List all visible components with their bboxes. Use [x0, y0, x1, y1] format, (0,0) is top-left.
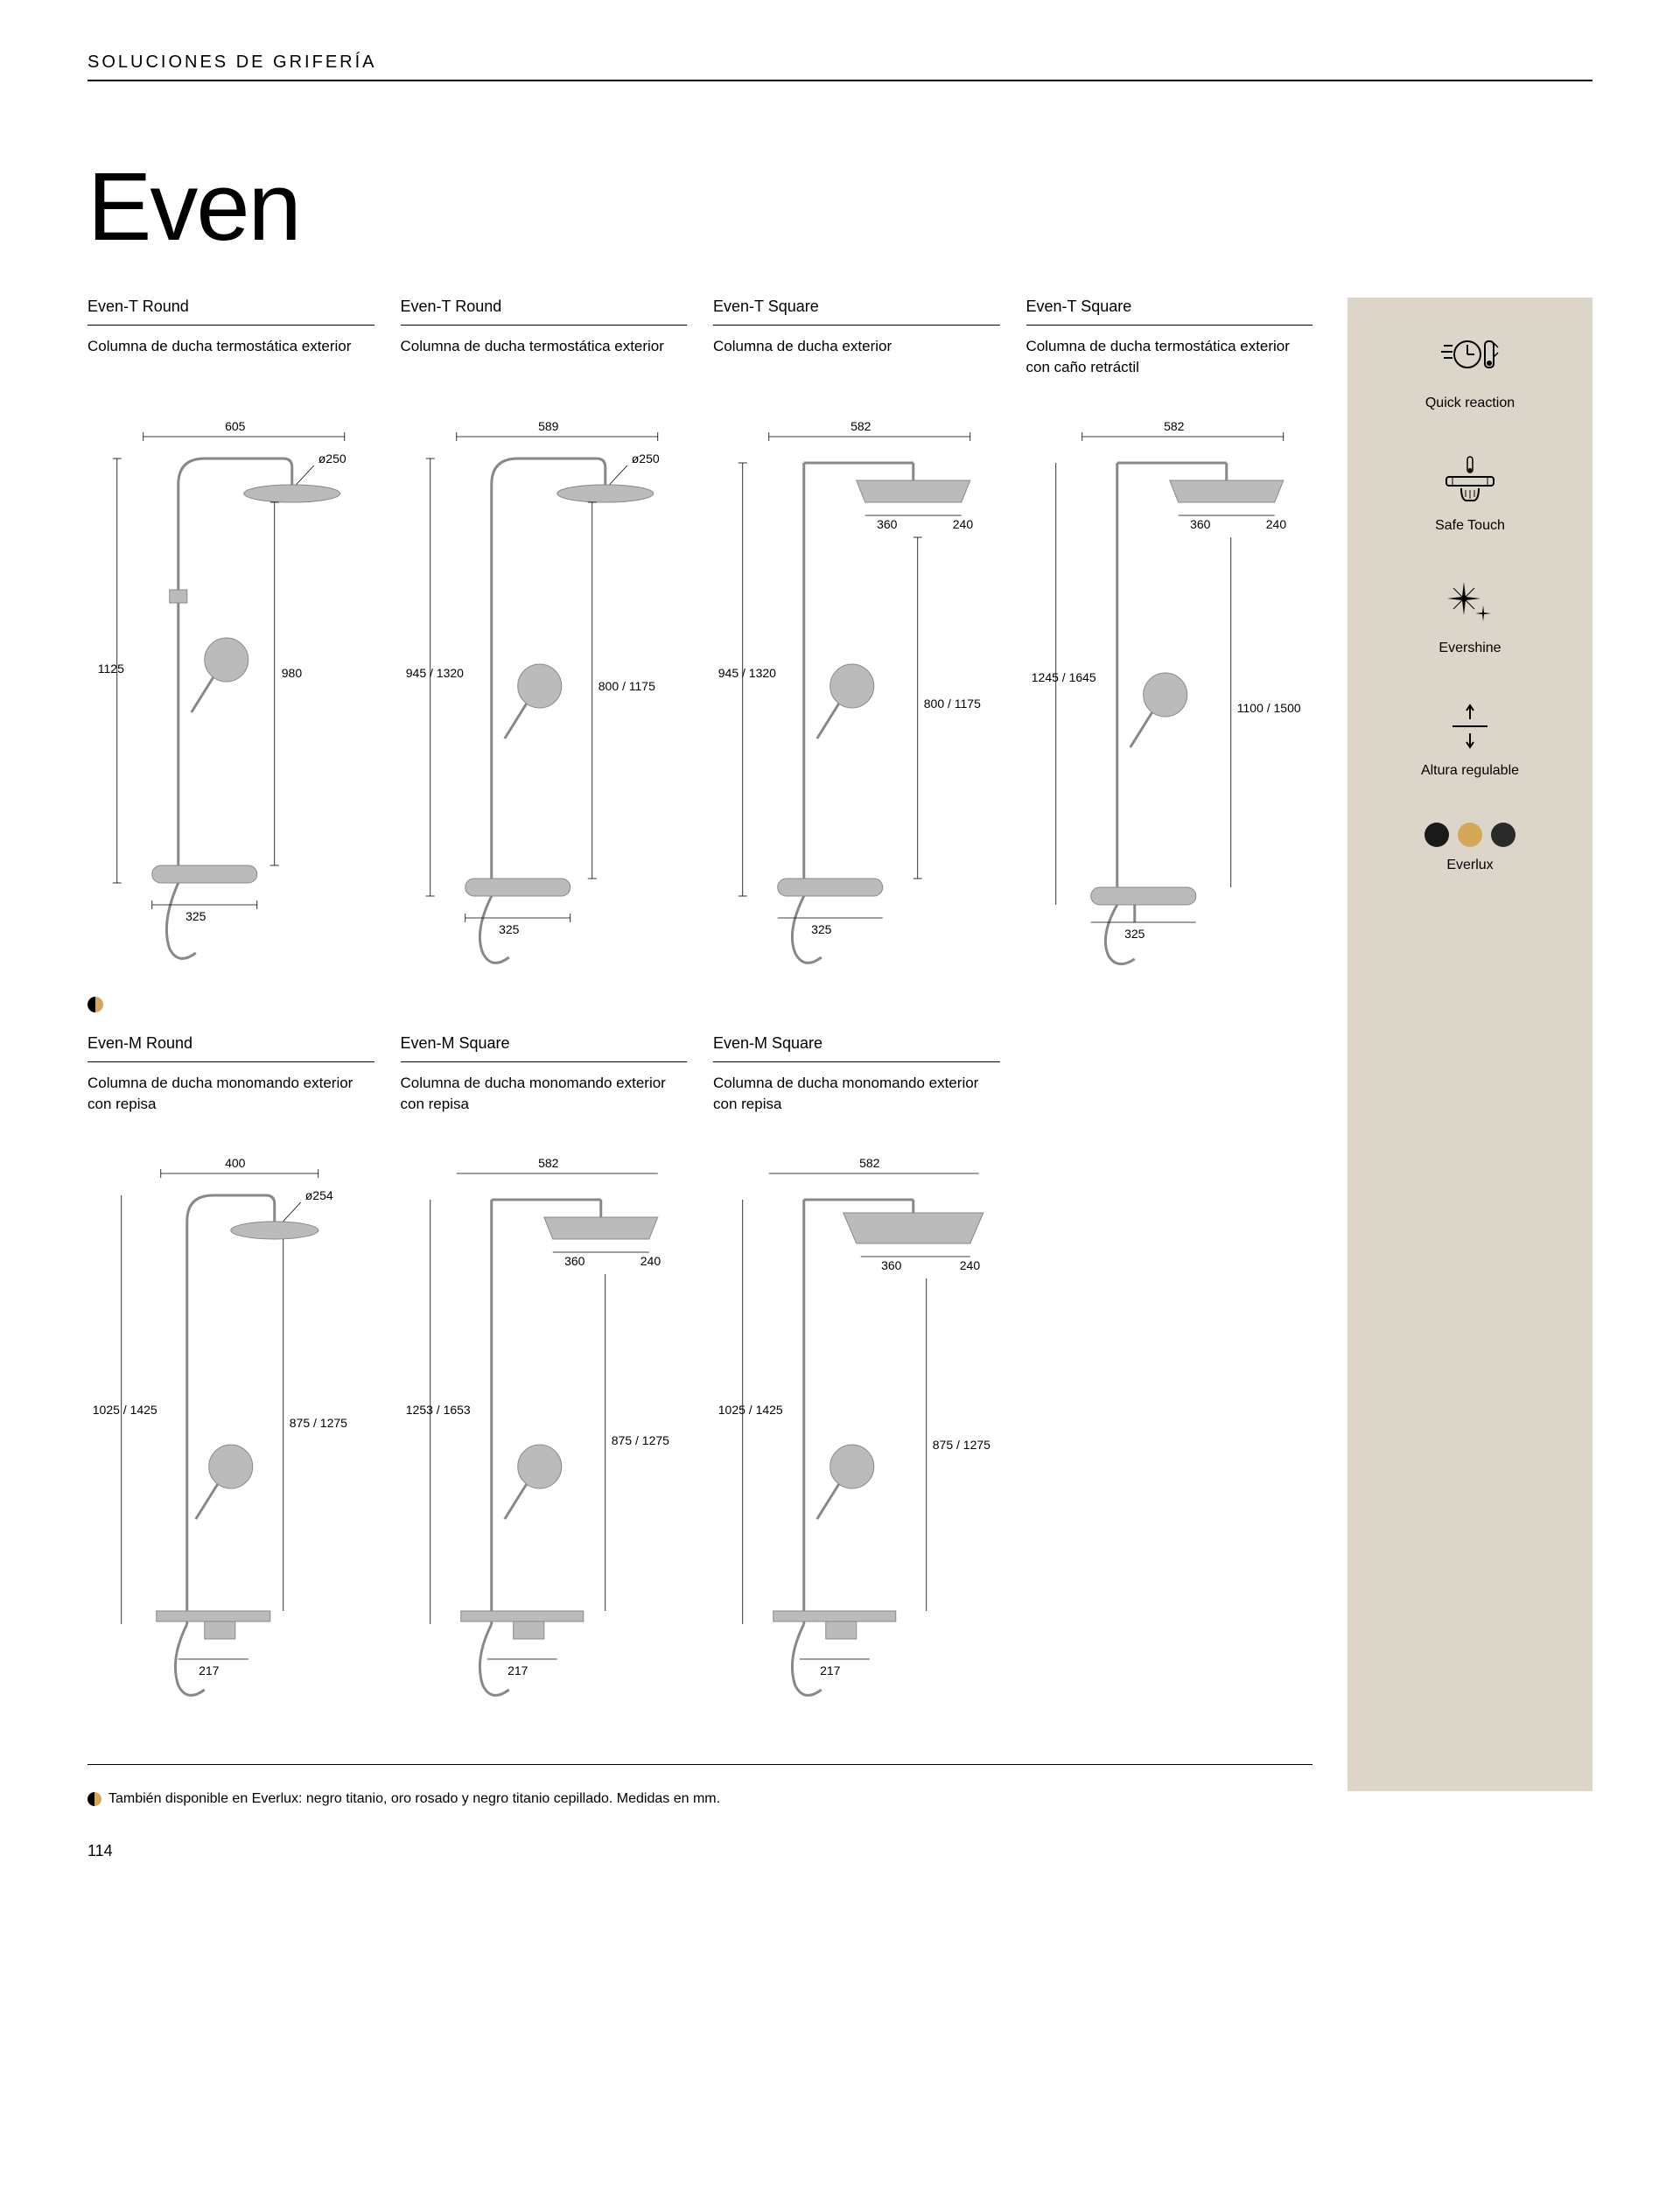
page-title: Even — [88, 151, 1592, 263]
svg-text:ø250: ø250 — [318, 452, 346, 466]
product-name: Even-M Round — [88, 1034, 374, 1062]
feature-label: Quick reaction — [1425, 396, 1515, 411]
product-card: Even-M Round Columna de ducha monomando … — [88, 1034, 374, 1712]
svg-text:240: 240 — [953, 517, 974, 531]
svg-text:1245 / 1645: 1245 / 1645 — [1031, 670, 1096, 684]
svg-text:240: 240 — [640, 1254, 661, 1268]
svg-text:945 / 1320: 945 / 1320 — [405, 666, 463, 680]
svg-text:360: 360 — [877, 517, 898, 531]
feature-label: Everlux — [1446, 858, 1493, 873]
svg-text:1100 / 1500: 1100 / 1500 — [1236, 701, 1300, 715]
svg-text:800 / 1175: 800 / 1175 — [598, 679, 654, 693]
product-name: Even-T Round — [88, 298, 374, 326]
svg-text:875 / 1275: 875 / 1275 — [933, 1438, 990, 1452]
svg-text:217: 217 — [820, 1663, 841, 1677]
product-name: Even-M Square — [401, 1034, 688, 1062]
everlux-dot-icon — [88, 1792, 102, 1806]
svg-text:400: 400 — [225, 1156, 246, 1170]
product-name: Even-M Square — [713, 1034, 1000, 1062]
swatch-black — [1424, 823, 1449, 847]
svg-text:360: 360 — [564, 1254, 585, 1268]
svg-text:325: 325 — [811, 922, 832, 936]
svg-text:1125: 1125 — [98, 662, 124, 676]
product-card: Even-M Square Columna de ducha monomando… — [713, 1034, 1000, 1712]
svg-text:800 / 1175: 800 / 1175 — [924, 697, 981, 711]
feature-quick-reaction: Quick reaction — [1425, 333, 1515, 411]
product-desc: Columna de ducha termostática exterior — [88, 336, 374, 397]
svg-text:582: 582 — [538, 1156, 559, 1170]
svg-text:945 / 1320: 945 / 1320 — [718, 666, 776, 680]
svg-text:325: 325 — [186, 909, 206, 923]
product-card: Even-M Square Columna de ducha monomando… — [401, 1034, 688, 1712]
quick-reaction-icon — [1439, 333, 1501, 385]
product-name: Even-T Square — [713, 298, 1000, 326]
product-desc: Columna de ducha monomando exterior con … — [88, 1073, 374, 1134]
svg-text:1025 / 1425: 1025 / 1425 — [718, 1403, 783, 1417]
products-area: Even-T Round Columna de ducha termostáti… — [88, 298, 1348, 1791]
feature-safe-touch: Safe Touch — [1435, 455, 1505, 534]
footnote-text: También disponible en Everlux: negro tit… — [108, 1791, 720, 1807]
feature-label: Safe Touch — [1435, 518, 1505, 534]
svg-text:360: 360 — [881, 1258, 902, 1272]
product-desc: Columna de ducha exterior — [713, 336, 1000, 397]
product-desc: Columna de ducha termostática exterior c… — [1026, 336, 1313, 397]
footnote: También disponible en Everlux: negro tit… — [88, 1791, 1592, 1807]
swatch-gold — [1458, 823, 1482, 847]
evershine-icon — [1439, 578, 1501, 630]
svg-text:ø254: ø254 — [305, 1188, 333, 1202]
feature-label: Evershine — [1438, 641, 1501, 656]
svg-text:1025 / 1425: 1025 / 1425 — [93, 1403, 158, 1417]
everlux-swatches — [1424, 823, 1516, 847]
product-diagram: 582 360 240 — [713, 1152, 1000, 1712]
svg-text:240: 240 — [1265, 517, 1286, 531]
svg-text:325: 325 — [499, 922, 520, 936]
swatch-dark — [1491, 823, 1516, 847]
product-desc: Columna de ducha monomando exterior con … — [713, 1073, 1000, 1134]
product-card: Even-T Round Columna de ducha termostáti… — [88, 298, 374, 975]
product-desc: Columna de ducha monomando exterior con … — [401, 1073, 688, 1134]
safe-touch-icon — [1439, 455, 1501, 508]
product-diagram: 582 360 240 — [1026, 415, 1313, 975]
product-diagram: 605 ø250 — [88, 415, 374, 975]
product-row-1: Even-T Round Columna de ducha termostáti… — [88, 298, 1312, 975]
product-diagram: 582 360 240 — [713, 415, 1000, 975]
everlux-dot-icon — [88, 997, 103, 1012]
product-card: Even-T Square Columna de ducha exterior … — [713, 298, 1000, 975]
svg-text:325: 325 — [1124, 927, 1145, 941]
product-name: Even-T Square — [1026, 298, 1313, 326]
product-card: Even-T Square Columna de ducha termostát… — [1026, 298, 1313, 975]
product-desc: Columna de ducha termostática exterior — [401, 336, 688, 397]
product-name: Even-T Round — [401, 298, 688, 326]
svg-text:605: 605 — [225, 419, 246, 433]
product-row-2: Even-M Round Columna de ducha monomando … — [88, 1034, 1312, 1712]
svg-text:582: 582 — [1164, 419, 1185, 433]
svg-text:582: 582 — [859, 1156, 880, 1170]
svg-text:217: 217 — [508, 1663, 528, 1677]
feature-label: Altura regulable — [1421, 763, 1519, 779]
feature-sidebar: Quick reaction Safe — [1348, 298, 1592, 1791]
svg-text:360: 360 — [1190, 517, 1211, 531]
divider — [88, 1764, 1312, 1765]
svg-text:240: 240 — [960, 1258, 981, 1272]
product-diagram: 400 ø254 — [88, 1152, 374, 1712]
product-card: Even-T Round Columna de ducha termostáti… — [401, 298, 688, 975]
svg-text:980: 980 — [282, 666, 303, 680]
svg-text:875 / 1275: 875 / 1275 — [290, 1416, 347, 1430]
page-number: 114 — [88, 1842, 1592, 1860]
feature-everlux: Everlux — [1424, 823, 1516, 873]
feature-altura: Altura regulable — [1421, 700, 1519, 779]
svg-text:1253 / 1653: 1253 / 1653 — [405, 1403, 470, 1417]
svg-text:ø250: ø250 — [631, 452, 659, 466]
altura-icon — [1439, 700, 1501, 753]
svg-text:875 / 1275: 875 / 1275 — [611, 1433, 668, 1447]
svg-text:217: 217 — [199, 1663, 220, 1677]
svg-text:589: 589 — [538, 419, 559, 433]
header-text: SOLUCIONES DE GRIFERÍA — [88, 53, 1592, 73]
feature-evershine: Evershine — [1438, 578, 1501, 656]
svg-text:582: 582 — [850, 419, 872, 433]
product-diagram: 582 360 240 — [401, 1152, 688, 1712]
section-header: SOLUCIONES DE GRIFERÍA — [88, 53, 1592, 81]
product-diagram: 589 ø250 — [401, 415, 688, 975]
